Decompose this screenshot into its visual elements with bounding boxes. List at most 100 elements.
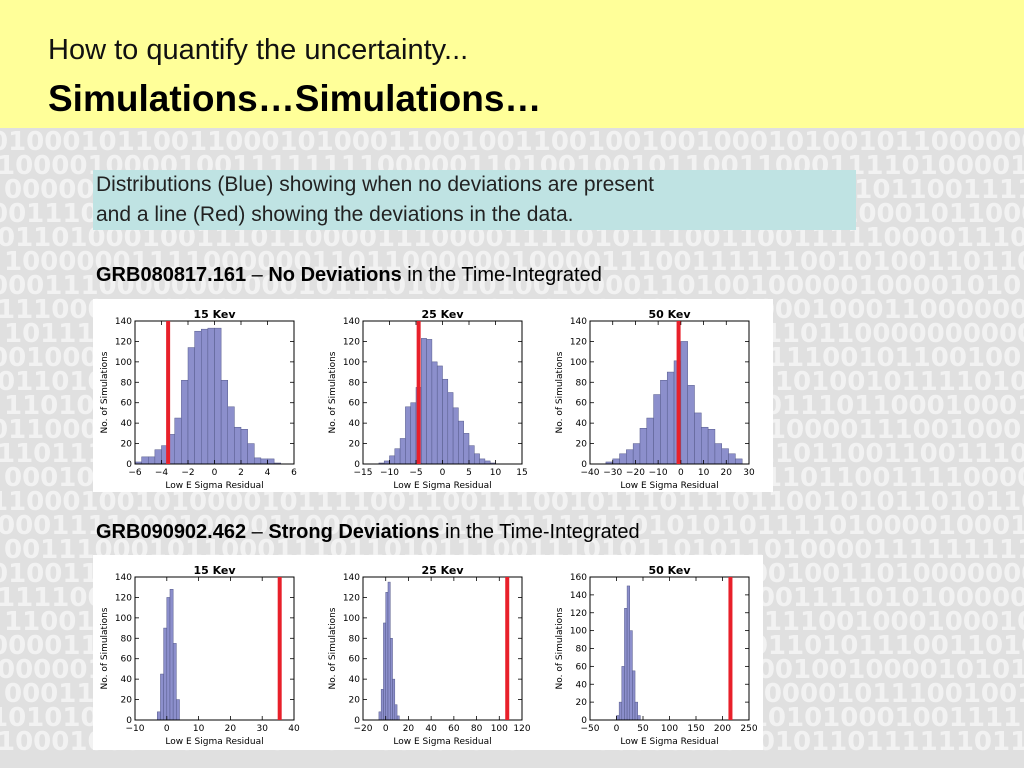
section-heading-strong-deviations: GRB090902.462 – Strong Deviations in the… (96, 521, 640, 544)
deviation-status: No Deviations (268, 264, 402, 286)
background-digits: 0001110000000000010111010010100100001101… (0, 271, 1024, 301)
observed-deviation-line (277, 577, 282, 720)
histogram-bar (214, 327, 222, 465)
observed-deviation-line (416, 321, 421, 464)
x-axis-label: Low E Sigma Residual (620, 481, 718, 491)
histogram-5: 25 Kev−20 0 20 40 60 80 100 1200204060801001201… (328, 564, 531, 747)
chart-title: 25 Kev (421, 308, 464, 321)
histogram-bar (618, 701, 623, 721)
histogram-bar (399, 438, 406, 465)
histogram-4: 15 Kev−10 0 10 20 30 40020406080100120140Low … (100, 564, 300, 747)
y-tick-label: 40 (121, 675, 133, 685)
x-axis-label: Low E Sigma Residual (165, 737, 263, 747)
x-tick-label: 120 (513, 724, 530, 734)
dash: – (246, 264, 269, 286)
histogram-bar (474, 453, 480, 465)
y-tick-label: 120 (115, 337, 132, 347)
histogram-bar (389, 455, 396, 465)
chart-title: 15 Kev (193, 308, 236, 321)
y-axis-label: No. of Simulations (555, 607, 565, 689)
x-tick-label: 100 (491, 724, 508, 734)
x-axis-label: Low E Sigma Residual (165, 481, 263, 491)
x-tick-label: −20 (626, 468, 645, 478)
histogram-bar (479, 458, 486, 465)
x-tick-label: 0 (614, 724, 620, 734)
histogram-bar (447, 392, 454, 465)
histogram-bar (154, 449, 162, 465)
y-tick-label: 60 (121, 399, 133, 409)
x-tick-label: 40 (288, 724, 300, 734)
histogram-bar (174, 417, 182, 465)
x-tick-label: 0 (440, 468, 446, 478)
y-tick-label: 0 (354, 716, 360, 726)
histogram-bar (646, 417, 654, 465)
x-tick-label: −5 (409, 468, 422, 478)
histogram-bar (396, 715, 400, 721)
x-axis-label: Low E Sigma Residual (393, 737, 491, 747)
histogram-bar (247, 443, 255, 465)
histogram-bar (378, 711, 382, 721)
histogram-bar (701, 426, 709, 465)
y-tick-label: 60 (349, 399, 361, 409)
y-tick-label: 40 (121, 419, 133, 429)
y-axis-label: No. of Simulations (100, 351, 110, 433)
histogram-bar (721, 448, 729, 465)
y-tick-label: 80 (121, 378, 133, 388)
y-axis-label: No. of Simulations (100, 607, 110, 689)
histogram-bar (260, 458, 268, 465)
histogram-bar (394, 704, 398, 721)
y-tick-label: 140 (343, 573, 360, 583)
histogram-bar (194, 330, 202, 465)
x-tick-label: 0 (678, 468, 684, 478)
x-tick-label: 10 (698, 468, 710, 478)
histogram-bar (166, 597, 171, 721)
grb-id: GRB090902.462 (96, 521, 247, 543)
histogram-bar (735, 458, 743, 465)
histogram-bar (387, 581, 391, 721)
x-tick-label: 40 (425, 724, 437, 734)
histogram-bar (436, 365, 443, 465)
background-digits: 0001111000100001100000000111011111101010… (0, 511, 1024, 541)
y-tick-label: 140 (570, 317, 587, 327)
y-tick-label: 80 (121, 634, 133, 644)
x-tick-label: 10 (193, 724, 205, 734)
y-tick-label: 0 (581, 460, 587, 470)
histogram-bar (694, 412, 702, 465)
histogram-bar (141, 456, 149, 465)
y-tick-label: 100 (570, 627, 587, 637)
y-axis-label: No. of Simulations (328, 607, 338, 689)
y-tick-label: 120 (570, 609, 587, 619)
histogram-bar (227, 406, 235, 465)
x-tick-label: 30 (256, 724, 268, 734)
histogram-bar (458, 420, 464, 465)
histogram-bar (234, 426, 242, 465)
y-tick-label: 60 (576, 399, 588, 409)
histogram-bar (421, 338, 427, 465)
histogram-bar (163, 627, 168, 721)
histogram-bar (148, 456, 156, 465)
histogram-bar (410, 402, 417, 465)
histogram-bar (621, 666, 625, 721)
description-line-1: Distributions (Blue) showing when no dev… (96, 173, 654, 196)
histogram-bar (169, 589, 174, 721)
histogram-bar (426, 339, 433, 465)
histogram-bar (612, 458, 620, 465)
histogram-bar (157, 711, 161, 721)
chart-title: 50 Kev (648, 308, 691, 321)
x-tick-label: −10 (126, 724, 145, 734)
y-tick-label: 100 (343, 614, 360, 624)
x-tick-label: −50 (581, 724, 600, 734)
y-axis-label: No. of Simulations (555, 351, 565, 433)
chart-title: 25 Kev (421, 564, 464, 577)
section-heading-no-deviations: GRB080817.161 – No Deviations in the Tim… (96, 264, 602, 287)
x-tick-label: 0 (212, 468, 218, 478)
observed-deviation-line (505, 577, 510, 720)
y-tick-label: 0 (581, 716, 587, 726)
histogram-bar (632, 670, 636, 721)
histogram-bar (619, 453, 627, 465)
histogram-bar (181, 379, 189, 465)
x-tick-label: 30 (743, 468, 755, 478)
background-digits: 1100010010100001011110011001110010111011… (0, 487, 1024, 517)
